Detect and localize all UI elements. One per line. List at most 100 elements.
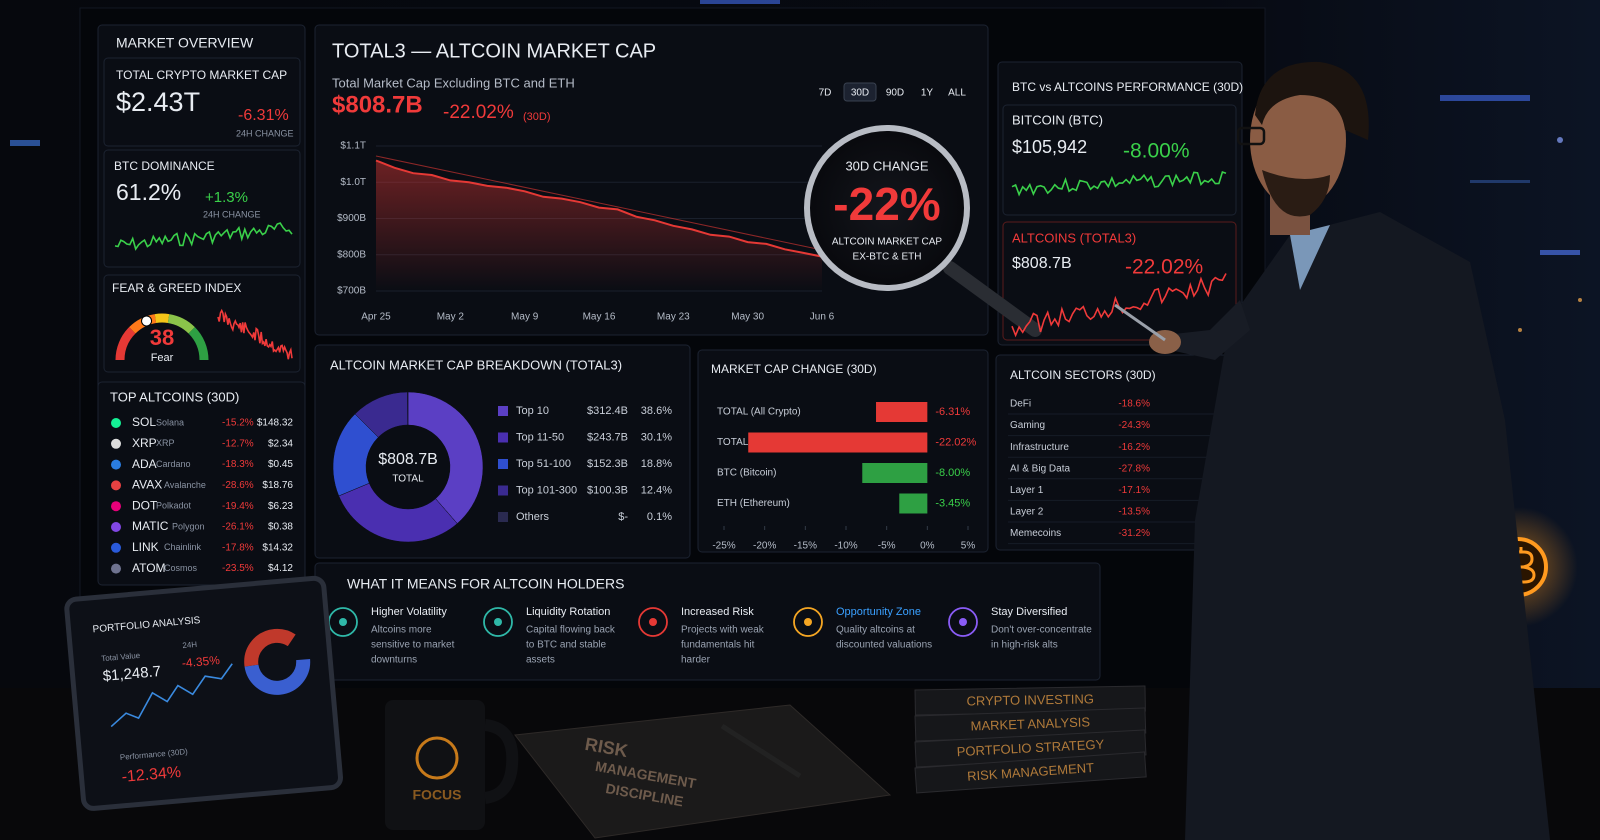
bar-value: -6.31% <box>935 406 970 418</box>
chart-subtitle: Total Market Cap Excluding BTC and ETH <box>332 75 575 90</box>
coin-change: -23.5% <box>222 563 254 574</box>
range-button[interactable]: 7D <box>819 88 832 99</box>
x-tick-label: -25% <box>712 541 735 552</box>
donut-center-label: TOTAL <box>392 474 424 485</box>
tablet-sparkline <box>110 663 233 728</box>
metric-value: $808.7B <box>1012 255 1072 272</box>
coin-icon <box>111 563 121 574</box>
sector-name: DeFi <box>1010 399 1031 410</box>
gauge-segment <box>167 314 195 334</box>
coin-price: $0.38 <box>268 522 293 533</box>
insight-icon <box>483 607 513 637</box>
person-hair <box>1255 61 1369 140</box>
insight-title: Increased Risk <box>681 606 754 618</box>
coin-name: XRP <box>156 438 175 448</box>
insight-icon <box>948 607 978 637</box>
x-tick-label: 0% <box>920 541 935 552</box>
bar-value: -3.45% <box>935 497 970 509</box>
sector-name: Infrastructure <box>1010 442 1069 453</box>
legend-swatch <box>498 406 508 416</box>
insight-title: Opportunity Zone <box>836 606 921 618</box>
insight-text: Quality altcoins at <box>836 625 915 636</box>
range-button[interactable]: 1Y <box>921 88 934 99</box>
magnifier-handle <box>943 261 1042 337</box>
coin-name: Solana <box>156 417 184 427</box>
card <box>1002 104 1237 216</box>
sector-name: Layer 2 <box>1010 507 1044 518</box>
person-beard <box>1262 170 1330 217</box>
coin-symbol: ADA <box>132 457 157 471</box>
section-title: ALTCOIN MARKET CAP BREAKDOWN (TOTAL3) <box>330 357 622 372</box>
label: ALTCOINS (TOTAL3) <box>1012 230 1136 245</box>
legend-percent: 38.6% <box>641 405 672 417</box>
label: ALTCOIN MARKET CAP <box>832 237 943 248</box>
legend-swatch <box>498 485 508 496</box>
coin-name: Chainlink <box>164 542 202 552</box>
coin-symbol: MATIC <box>132 519 169 533</box>
y-tick-label: $800B <box>337 249 366 260</box>
tablet-donut <box>244 628 311 695</box>
gauge-status: Fear <box>151 352 174 364</box>
card <box>97 381 306 586</box>
label: -4.35% <box>181 653 220 670</box>
label: EX-BTC & ETH <box>853 252 922 263</box>
legend-label: Top 51-100 <box>516 458 571 470</box>
coin-icon <box>111 418 121 428</box>
coin-symbol: XRP <box>132 436 157 450</box>
bar <box>876 402 928 422</box>
legend-amount: $243.7B <box>587 431 628 443</box>
insight-text: assets <box>526 655 555 666</box>
coin-price: $6.23 <box>268 501 293 512</box>
coin-change: -26.1% <box>222 522 254 533</box>
range-button[interactable]: 30D <box>851 88 869 99</box>
label: $1,248.7 <box>102 663 162 685</box>
metric-value: $105,942 <box>1012 137 1087 157</box>
sector-name: Memecoins <box>1010 528 1061 539</box>
y-tick-label: $700B <box>337 286 366 297</box>
insight-icon-dot <box>959 618 967 626</box>
gauge-segment <box>154 313 170 323</box>
range-button[interactable]: ALL <box>948 88 966 99</box>
coin-name: Avalanche <box>164 480 206 490</box>
legend-percent: 12.4% <box>641 484 672 496</box>
label: 24H CHANGE <box>236 128 294 138</box>
notebook <box>514 704 892 839</box>
section-title: ALTCOIN SECTORS (30D) <box>1010 368 1156 382</box>
section-title: WHAT IT MEANS FOR ALTCOIN HOLDERS <box>347 576 624 592</box>
x-tick-label: May 30 <box>731 312 764 323</box>
trend-line <box>375 155 823 251</box>
magnifier-lens <box>804 125 970 291</box>
book-spine <box>914 751 1147 794</box>
coin-symbol: LINK <box>132 540 159 554</box>
y-tick-label: $1.0T <box>340 177 366 188</box>
range-button[interactable]: 90D <box>886 88 904 99</box>
legend-swatch <box>498 459 508 469</box>
x-tick-label: -15% <box>794 541 817 552</box>
range-active <box>843 82 877 102</box>
metric-value: 61.2% <box>116 179 181 205</box>
coin-change: -28.6% <box>222 480 254 491</box>
book-title: CRYPTO INVESTING <box>966 691 1094 708</box>
coin-icon <box>111 438 121 449</box>
label: BTC DOMINANCE <box>114 159 215 173</box>
coin-change: -12.7% <box>222 438 254 449</box>
y-tick-label: $1.1T <box>340 141 366 152</box>
x-tick-label: May 2 <box>437 312 465 323</box>
sector-change: -27.8% <box>1118 463 1150 474</box>
chart-title: TOTAL3 — ALTCOIN MARKET CAP <box>332 40 656 62</box>
insight-text: in high-risk alts <box>991 640 1058 651</box>
legend-amount: $152.3B <box>587 458 628 470</box>
coin-price: $18.76 <box>262 480 293 491</box>
insight-text: Projects with weak <box>681 625 765 636</box>
coin-price: $14.32 <box>262 542 293 553</box>
gauge-segment <box>188 327 209 361</box>
insight-title: Higher Volatility <box>371 606 447 618</box>
headline-change: -22.02% <box>443 102 514 123</box>
y-tick-label: $900B <box>337 213 366 224</box>
insight-text: discounted valuations <box>836 640 932 651</box>
section-title: TOP ALTCOINS (30D) <box>110 389 239 404</box>
insight-text: Altcoins more <box>371 625 432 636</box>
